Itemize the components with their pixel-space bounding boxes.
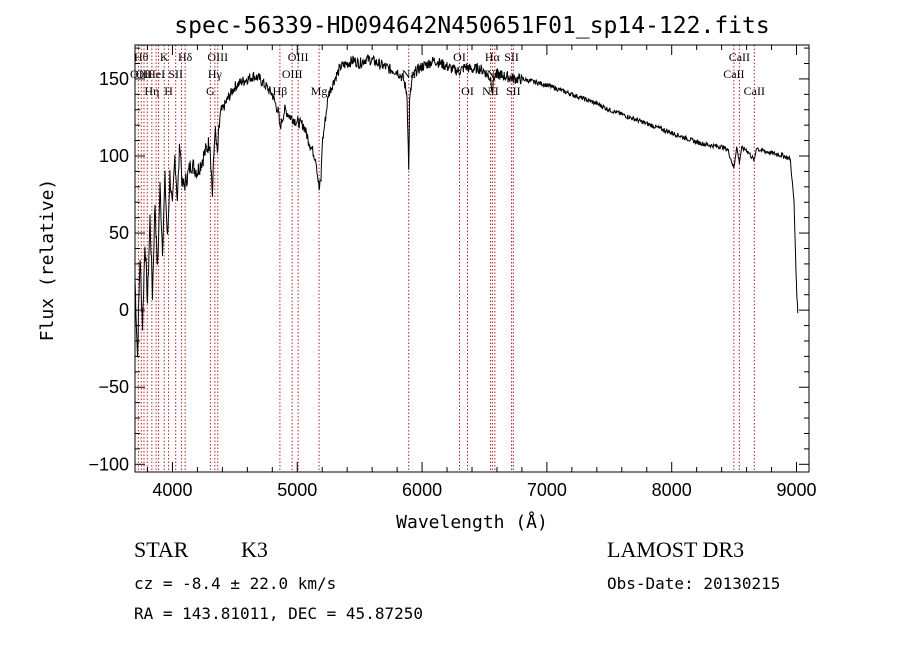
y-tick-label: −100: [88, 454, 129, 474]
spectral-line-label: OII: [130, 67, 147, 81]
x-tick-label: 5000: [277, 480, 317, 500]
spectral-line-label: SII: [506, 84, 521, 98]
y-tick-label: 100: [99, 146, 129, 166]
spectral-line-label: OII: [136, 67, 153, 81]
class-label: STAR: [134, 537, 189, 562]
plot-frame: [134, 44, 810, 473]
subclass-label: K3: [241, 537, 268, 562]
spectral-line-label: NII: [482, 84, 499, 98]
axis-ticks: 4000 5000 6000 7000 8000 9000 −100 −50 0 50 100 150: [88, 45, 817, 500]
chart-title: spec-56339-HD094642N450651F01_sp14-122.f…: [174, 13, 769, 39]
spectral-line-label: K: [160, 50, 169, 64]
y-tick-label: 50: [109, 223, 129, 243]
x-tick-label: 9000: [776, 480, 816, 500]
y-tick-label: −50: [98, 377, 129, 397]
spectral-line-label: OIII: [282, 67, 303, 81]
spectral-line-label: OIII: [207, 50, 228, 64]
spectral-line-label: Na: [402, 67, 417, 81]
spectral-line-label: CaII: [723, 67, 744, 81]
spectral-line-label: Hδ: [178, 50, 193, 64]
ra-dec-coordinates: RA = 143.81011, DEC = 45.87250: [134, 604, 423, 623]
x-tick-label: 4000: [152, 480, 192, 500]
spectral-line-label: HeI: [147, 67, 165, 81]
spectral-line-label: CaII: [744, 84, 765, 98]
spectral-line-label: H: [164, 84, 173, 98]
spectral-line-markers: [137, 45, 755, 472]
spectral-line-label: OIII: [288, 50, 309, 64]
spectral-line-label: CaII: [729, 50, 750, 64]
spectral-line-label: SII: [168, 67, 183, 81]
spectral-line-label: Hα: [485, 50, 501, 64]
y-axis-label: Flux (relative): [37, 179, 58, 342]
spectral-line-label: OI: [461, 84, 474, 98]
spectral-line-label: Hθ: [134, 50, 149, 64]
survey-label: LAMOST DR3: [607, 537, 745, 562]
spectral-line-label: SII: [504, 50, 519, 64]
redshift-cz: cz = -8.4 ± 22.0 km/s: [134, 574, 337, 593]
spectral-line-label: OI: [453, 50, 466, 64]
spectral-line-label: Hη: [144, 84, 159, 98]
spectral-line-label: G: [206, 84, 215, 98]
x-axis-label: Wavelength (Å): [396, 511, 548, 533]
spectral-line-label: Hγ: [208, 67, 223, 81]
spectrum-series-line: [134, 54, 799, 357]
x-tick-label: 7000: [527, 480, 567, 500]
x-tick-label: 8000: [652, 480, 692, 500]
spectral-line-labels: OII Hθ OII Hη HeI K H SII Hδ G Hγ OIII Hβ OIII OIII Mg N…: [130, 50, 765, 98]
y-tick-label: 150: [99, 69, 129, 89]
spectral-line-label: Mg: [311, 84, 328, 98]
y-tick-label: 0: [119, 300, 129, 320]
spectral-line-label: Hβ: [273, 84, 288, 98]
x-tick-label: 6000: [402, 480, 442, 500]
observation-date: Obs-Date: 20130215: [607, 574, 781, 593]
